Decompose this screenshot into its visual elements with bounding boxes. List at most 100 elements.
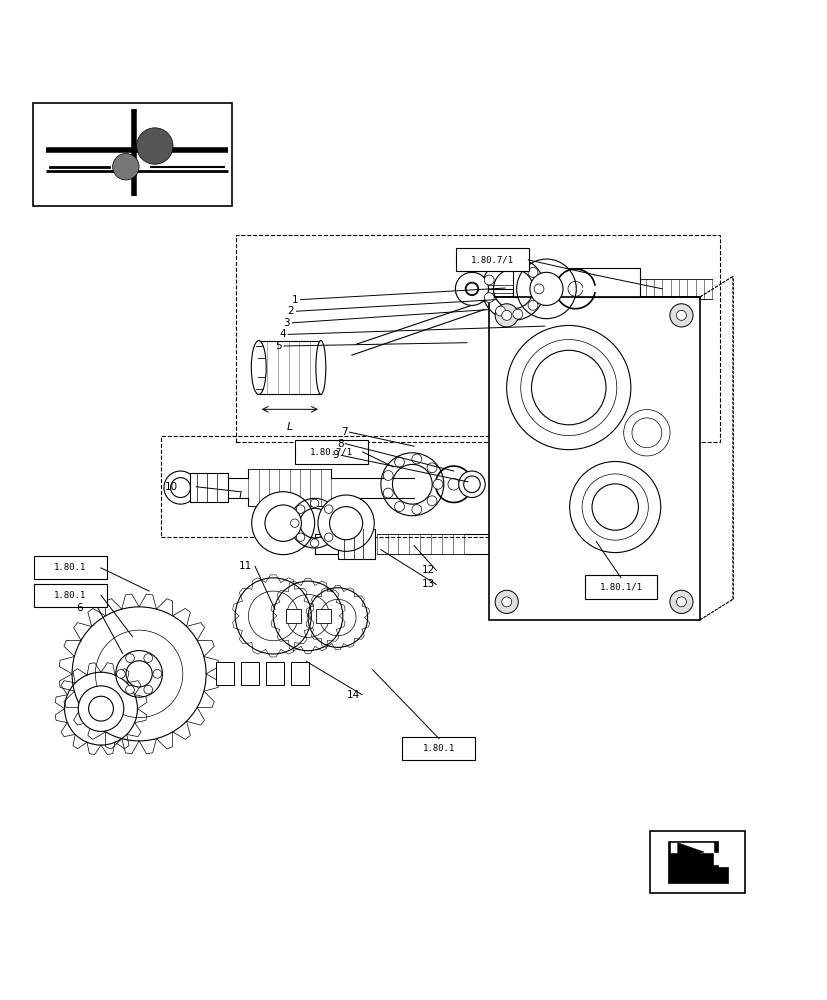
Circle shape <box>529 272 562 305</box>
Bar <box>513 268 639 297</box>
Circle shape <box>330 519 338 527</box>
Circle shape <box>533 284 543 294</box>
Polygon shape <box>667 841 727 883</box>
Circle shape <box>88 696 113 721</box>
Text: 1.80.1: 1.80.1 <box>55 563 86 572</box>
Bar <box>649 831 744 893</box>
Circle shape <box>126 685 134 694</box>
Circle shape <box>164 471 197 504</box>
Circle shape <box>112 153 139 180</box>
Circle shape <box>265 505 301 541</box>
Bar <box>316 609 331 623</box>
Bar <box>337 529 375 559</box>
Circle shape <box>383 471 393 480</box>
Bar <box>33 103 232 206</box>
Text: 1.80.7/1: 1.80.7/1 <box>309 447 352 456</box>
Circle shape <box>296 505 304 513</box>
Circle shape <box>324 505 332 513</box>
Bar <box>488 297 699 620</box>
Circle shape <box>463 476 480 493</box>
Circle shape <box>465 282 478 295</box>
Text: L: L <box>286 422 293 432</box>
Bar <box>265 662 284 685</box>
Text: 2: 2 <box>287 306 294 316</box>
Text: 1.80.7/1: 1.80.7/1 <box>471 255 514 264</box>
Circle shape <box>251 492 314 555</box>
Circle shape <box>466 283 477 295</box>
Circle shape <box>290 519 299 527</box>
Bar <box>290 662 308 685</box>
Bar <box>258 341 321 394</box>
Circle shape <box>512 309 522 319</box>
Bar <box>402 737 475 760</box>
Circle shape <box>144 654 152 662</box>
Bar <box>285 609 300 623</box>
Text: 6: 6 <box>76 603 83 613</box>
Polygon shape <box>670 843 724 865</box>
Circle shape <box>528 267 538 277</box>
Circle shape <box>458 471 485 498</box>
Circle shape <box>427 496 437 506</box>
Circle shape <box>669 304 692 327</box>
Bar <box>294 440 367 464</box>
Circle shape <box>495 306 504 316</box>
Circle shape <box>296 533 304 541</box>
Circle shape <box>495 262 504 272</box>
Circle shape <box>136 128 173 164</box>
Ellipse shape <box>315 341 325 394</box>
Bar <box>216 662 234 685</box>
Circle shape <box>329 507 362 540</box>
Circle shape <box>495 590 518 613</box>
Circle shape <box>170 478 190 498</box>
Circle shape <box>144 685 152 694</box>
Circle shape <box>501 597 511 607</box>
Circle shape <box>676 310 686 320</box>
Circle shape <box>324 533 332 541</box>
Circle shape <box>411 454 421 464</box>
Circle shape <box>528 300 538 310</box>
Text: 1: 1 <box>291 295 298 305</box>
Text: 5: 5 <box>275 341 281 351</box>
Circle shape <box>394 457 404 467</box>
Circle shape <box>394 502 404 511</box>
Text: 4: 4 <box>279 329 285 339</box>
Circle shape <box>78 686 124 731</box>
Circle shape <box>512 259 522 269</box>
Text: 11: 11 <box>239 561 252 571</box>
Text: 1.80.1: 1.80.1 <box>423 744 454 753</box>
Circle shape <box>484 293 494 303</box>
Text: 7: 7 <box>341 427 347 437</box>
Text: L: L <box>238 491 244 501</box>
Text: 8: 8 <box>337 439 343 449</box>
Circle shape <box>427 463 437 473</box>
Circle shape <box>669 590 692 613</box>
Circle shape <box>484 275 494 285</box>
Text: 1.80.1/1: 1.80.1/1 <box>599 582 642 591</box>
Bar <box>34 584 107 607</box>
Circle shape <box>318 495 374 551</box>
Bar <box>241 662 259 685</box>
Text: 9: 9 <box>332 450 339 460</box>
Circle shape <box>411 505 421 514</box>
Text: 14: 14 <box>347 690 360 700</box>
Circle shape <box>501 310 511 320</box>
Text: 3: 3 <box>283 318 289 328</box>
Text: 13: 13 <box>421 579 434 589</box>
Bar <box>190 473 227 502</box>
Text: 10: 10 <box>165 482 178 492</box>
Circle shape <box>433 479 442 489</box>
Ellipse shape <box>251 341 265 394</box>
Circle shape <box>516 259 576 319</box>
Circle shape <box>126 654 134 662</box>
Circle shape <box>455 272 488 305</box>
Text: 12: 12 <box>421 565 434 575</box>
Circle shape <box>153 670 161 678</box>
Circle shape <box>676 597 686 607</box>
Polygon shape <box>676 843 704 861</box>
Circle shape <box>495 304 518 327</box>
Text: 1.80.1: 1.80.1 <box>55 591 86 600</box>
Circle shape <box>310 539 318 547</box>
Bar <box>34 556 107 579</box>
Bar <box>584 575 657 599</box>
Circle shape <box>383 488 393 498</box>
